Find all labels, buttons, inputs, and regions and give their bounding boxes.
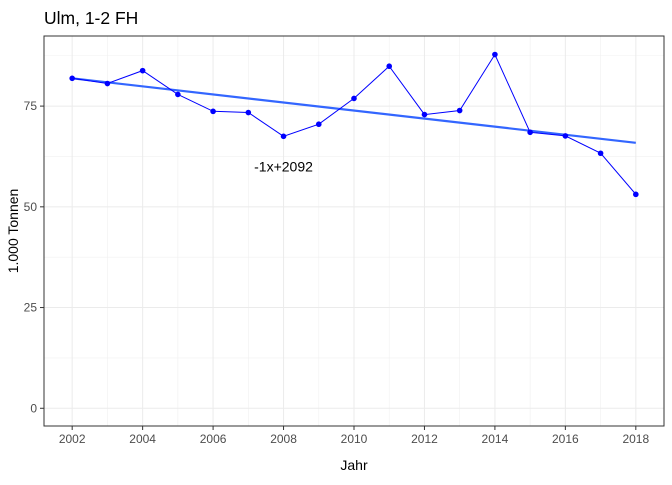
data-point	[527, 129, 533, 136]
x-tick-label: 2018	[622, 432, 649, 446]
trend-line	[72, 77, 636, 144]
data-point	[104, 80, 111, 87]
data-point	[245, 109, 252, 116]
data-point	[562, 133, 569, 139]
x-tick-label: 2004	[129, 432, 156, 446]
data-point	[139, 67, 146, 74]
y-axis-label: 1.000 Tonnen	[5, 189, 21, 274]
data-point	[597, 150, 604, 157]
y-tick-label: 0	[30, 401, 37, 415]
x-tick-label: 2014	[482, 432, 509, 446]
x-axis-label: Jahr	[340, 457, 368, 473]
x-tick-label: 2012	[411, 432, 438, 446]
data-point	[69, 75, 75, 82]
y-tick-label: 75	[24, 99, 38, 113]
annotations: -1x+2092	[254, 159, 313, 175]
data-point	[456, 107, 463, 114]
x-tick-label: 2006	[200, 432, 227, 446]
data-point	[315, 121, 322, 128]
data-point	[386, 63, 393, 70]
y-tick-label: 25	[24, 301, 38, 315]
data-series	[69, 51, 639, 198]
data-point	[175, 91, 181, 98]
data-point	[210, 108, 216, 115]
x-tick-label: 2016	[552, 432, 579, 446]
equation-annotation: -1x+2092	[254, 159, 313, 175]
data-point	[421, 111, 428, 118]
data-point	[280, 133, 287, 140]
chart-title: Ulm, 1-2 FH	[44, 8, 138, 28]
trend-line-path	[72, 77, 636, 144]
x-tick-label: 2002	[59, 432, 86, 446]
data-point	[351, 95, 357, 102]
y-tick-label: 50	[24, 200, 38, 214]
grid-lines	[44, 36, 664, 426]
axes: 2002 2004 2006 2008 2010 2012 2014 2016 2018 0 25 5…	[24, 99, 650, 446]
data-point	[492, 51, 498, 58]
x-tick-label: 2008	[270, 432, 297, 446]
x-tick-label: 2010	[341, 432, 368, 446]
data-point	[633, 191, 639, 198]
